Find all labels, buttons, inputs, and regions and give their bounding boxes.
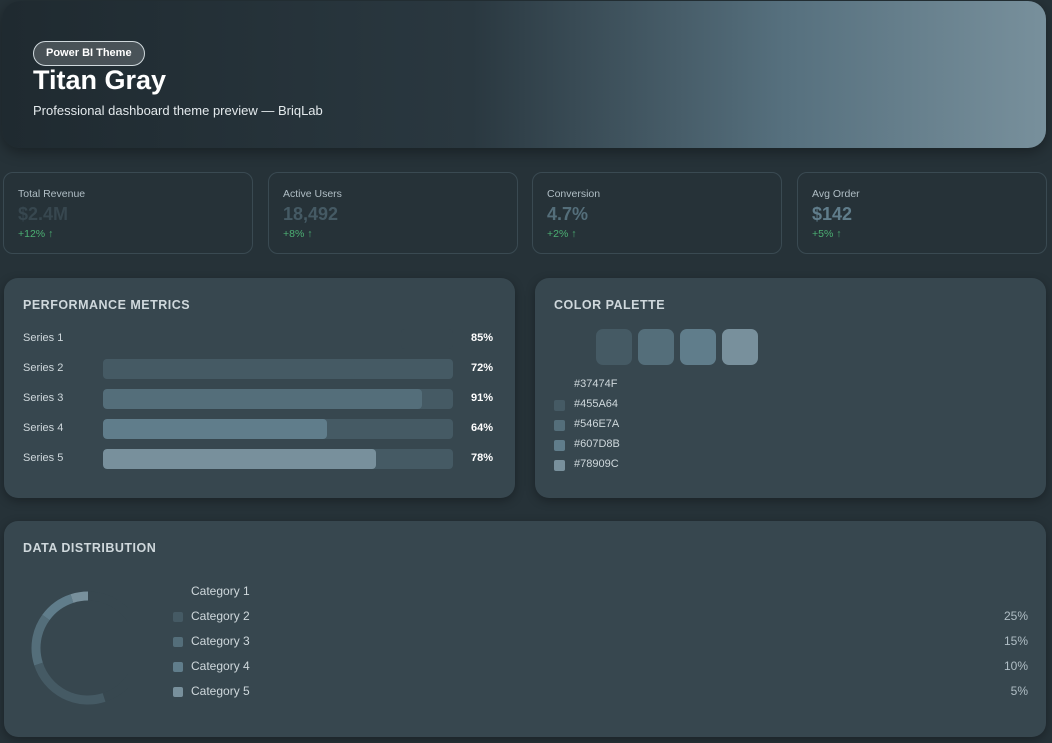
swatch-4 [680, 329, 716, 365]
bar-label: Series 1 [23, 332, 64, 344]
donut-segment-5 [70, 591, 89, 603]
bar-value: 78% [471, 452, 494, 464]
palette-dot [554, 440, 565, 451]
category-label: Category 5 [191, 684, 250, 698]
bar-fill-series-5 [103, 449, 376, 469]
category-row-4: Category 4 10% [173, 658, 1028, 676]
bar-track [103, 359, 453, 379]
donut-segment-1 [87, 591, 128, 702]
kpi-value: $2.4M [18, 204, 69, 224]
kpi-value: 4.7% [547, 204, 589, 224]
category-dot [173, 687, 183, 697]
category-row-5: Category 5 5% [173, 683, 1028, 701]
category-row-2: Category 2 25% [173, 608, 1028, 626]
category-value: 5% [1010, 684, 1028, 698]
kpi-card-conversion: Conversion 4.7% +2% ↑ [532, 172, 782, 254]
kpi-delta: +5% ↑ [812, 228, 842, 240]
palette-dot [554, 400, 565, 411]
panel-title: COLOR PALETTE [554, 298, 666, 312]
category-dot [173, 587, 183, 597]
bar-row-series-1: Series 1 85% [23, 329, 503, 349]
palette-hex: #546E7A [574, 418, 620, 430]
bar-row-series-4: Series 4 64% [23, 419, 503, 439]
donut-chart [31, 591, 128, 705]
category-label: Category 4 [191, 659, 250, 673]
kpi-value: 18,492 [283, 204, 339, 224]
category-value: 25% [1003, 609, 1028, 623]
bar-fill-series-3 [103, 389, 422, 409]
bar-row-series-2: Series 2 72% [23, 359, 503, 379]
bar-value: 72% [471, 362, 494, 374]
bar-label: Series 4 [23, 422, 64, 434]
palette-dot [554, 380, 565, 391]
bar-value: 85% [471, 332, 494, 344]
category-label: Category 1 [191, 584, 250, 598]
hero-header: Power BI Theme Titan Gray Professional d… [2, 1, 1046, 148]
category-dot [173, 637, 183, 647]
category-dot [173, 612, 183, 622]
bar-fill-series-4 [103, 419, 327, 439]
bar-value: 91% [471, 392, 494, 404]
donut-segment-4 [42, 594, 74, 621]
kpi-card-avg-order: Avg Order $142 +5% ↑ [797, 172, 1047, 254]
palette-dot [554, 460, 565, 471]
page-title: Titan Gray [33, 65, 167, 95]
bar-track [103, 329, 453, 349]
bar-fill-series-2 [103, 359, 355, 379]
kpi-delta: +2% ↑ [547, 228, 577, 240]
swatch-2 [596, 329, 632, 365]
palette-row-1: #37474F [554, 378, 754, 394]
panel-title: DATA DISTRIBUTION [23, 541, 157, 555]
swatch-1 [554, 329, 590, 365]
page-subtitle: Professional dashboard theme preview — B… [33, 103, 323, 118]
donut-segment-2 [34, 662, 106, 705]
category-row-3: Category 3 15% [173, 633, 1028, 651]
panel-title: PERFORMANCE METRICS [23, 298, 191, 312]
palette-hex: #78909C [574, 458, 619, 470]
donut-segment-3 [31, 614, 50, 666]
palette-row-3: #546E7A [554, 418, 754, 434]
bar-row-series-5: Series 5 78% [23, 449, 503, 469]
category-value: 10% [1003, 659, 1028, 673]
kpi-label: Active Users [283, 188, 342, 200]
kpi-card-total-revenue: Total Revenue $2.4M +12% ↑ [3, 172, 253, 254]
data-distribution-panel: DATA DISTRIBUTION Category 1 Category 2 … [4, 521, 1046, 737]
color-palette-panel: COLOR PALETTE #37474F #455A64 #546E7A #6… [535, 278, 1046, 498]
bar-value: 64% [471, 422, 494, 434]
swatch-5 [722, 329, 758, 365]
kpi-delta: +12% ↑ [18, 228, 54, 240]
category-label: Category 2 [191, 609, 250, 623]
bar-label: Series 3 [23, 392, 64, 404]
kpi-value: $142 [812, 204, 853, 224]
kpi-label: Conversion [547, 188, 601, 200]
category-row-1: Category 1 [173, 583, 1028, 601]
kpi-label: Avg Order [812, 188, 860, 200]
palette-row-4: #607D8B [554, 438, 754, 454]
palette-hex: #455A64 [574, 398, 619, 410]
palette-row-2: #455A64 [554, 398, 754, 414]
category-value: 15% [1003, 634, 1028, 648]
palette-hex: #37474F [574, 378, 618, 390]
palette-dot [554, 420, 565, 431]
kpi-delta: +8% ↑ [283, 228, 313, 240]
bar-row-series-3: Series 3 91% [23, 389, 503, 409]
theme-badge: Power BI Theme [33, 41, 145, 66]
swatch-3 [638, 329, 674, 365]
bar-track [103, 419, 453, 439]
bar-track [103, 449, 453, 469]
kpi-card-active-users: Active Users 18,492 +8% ↑ [268, 172, 518, 254]
palette-row-5: #78909C [554, 458, 754, 474]
category-label: Category 3 [191, 634, 250, 648]
bar-label: Series 2 [23, 362, 64, 374]
performance-metrics-panel: PERFORMANCE METRICS Series 1 85% Series … [4, 278, 515, 498]
bar-label: Series 5 [23, 452, 64, 464]
bar-track [103, 389, 453, 409]
category-dot [173, 662, 183, 672]
kpi-label: Total Revenue [18, 188, 86, 200]
palette-hex: #607D8B [574, 438, 620, 450]
bar-fill-series-1 [400, 329, 453, 349]
